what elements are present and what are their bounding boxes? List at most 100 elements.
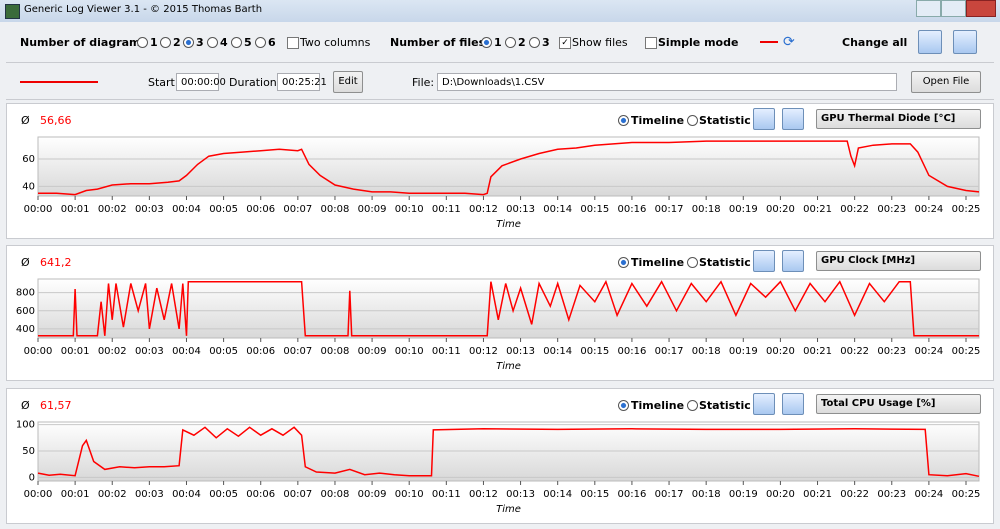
timeline-radio[interactable] bbox=[618, 257, 629, 268]
sensor-dropdown[interactable]: GPU Thermal Diode [°C] bbox=[816, 109, 981, 129]
start-input[interactable]: 00:00:00 bbox=[176, 73, 226, 91]
radio-label: 2 bbox=[173, 36, 181, 49]
radio-button[interactable] bbox=[255, 37, 266, 48]
y-tick-label: 40 bbox=[22, 181, 35, 192]
radio-button[interactable] bbox=[529, 37, 540, 48]
x-tick-label: 00:12 bbox=[469, 346, 498, 357]
x-tick-label: 00:05 bbox=[209, 204, 238, 215]
move-up-all[interactable] bbox=[918, 30, 942, 54]
show-files-label: Show files bbox=[572, 36, 628, 49]
statistic-label: Statistic bbox=[699, 399, 751, 412]
two-columns-label: Two columns bbox=[300, 36, 371, 49]
x-tick-label: 00:04 bbox=[172, 204, 201, 215]
file-input[interactable]: D:\Downloads\1.CSV bbox=[437, 73, 897, 91]
move-down[interactable] bbox=[782, 108, 804, 130]
timeline-label: Timeline bbox=[631, 256, 685, 269]
x-tick-label: 00:19 bbox=[729, 204, 758, 215]
x-tick-label: 00:21 bbox=[803, 346, 832, 357]
x-tick-label: 00:25 bbox=[952, 346, 981, 357]
statistic-radio[interactable] bbox=[687, 257, 698, 268]
sensor-dropdown[interactable]: GPU Clock [MHz] bbox=[816, 251, 981, 271]
move-up[interactable] bbox=[753, 108, 775, 130]
data-line bbox=[38, 279, 979, 337]
x-tick-label: 00:23 bbox=[877, 204, 906, 215]
statistic-radio[interactable] bbox=[687, 115, 698, 126]
radio-label: 4 bbox=[220, 36, 228, 49]
line-style[interactable] bbox=[760, 41, 778, 43]
separator bbox=[6, 62, 994, 63]
two-columns-box[interactable] bbox=[287, 37, 299, 49]
y-tick-label: 800 bbox=[16, 288, 35, 299]
x-tick-label: 00:00 bbox=[24, 346, 53, 357]
radio-button[interactable] bbox=[231, 37, 242, 48]
radio-label: 6 bbox=[268, 36, 276, 49]
move-down[interactable] bbox=[782, 393, 804, 415]
radio-button[interactable] bbox=[481, 37, 492, 48]
x-tick-label: 00:10 bbox=[395, 346, 424, 357]
x-tick-label: 00:15 bbox=[580, 346, 609, 357]
x-tick-label: 00:08 bbox=[321, 346, 350, 357]
x-axis-label: Time bbox=[496, 219, 521, 230]
chart: 400 600 800 00:00 00:01 00:02 00:03 00:04 00:05 0… bbox=[16, 278, 981, 372]
radio-label: 1 bbox=[494, 36, 502, 49]
x-tick-label: 00:06 bbox=[246, 346, 275, 357]
radio-button[interactable] bbox=[505, 37, 516, 48]
sensor-dropdown[interactable]: Total CPU Usage [%] bbox=[816, 394, 981, 414]
diagrams-label: Number of diagrams bbox=[20, 36, 148, 49]
x-tick-label: 00:20 bbox=[766, 204, 795, 215]
x-tick-label: 00:06 bbox=[246, 204, 275, 215]
duration-label: Duration: bbox=[229, 76, 281, 89]
x-tick-label: 00:05 bbox=[209, 346, 238, 357]
edit-button[interactable]: Edit bbox=[333, 71, 363, 93]
radio-button[interactable] bbox=[137, 37, 148, 48]
simple-mode-box[interactable] bbox=[645, 37, 657, 49]
radio-label: 2 bbox=[518, 36, 526, 49]
timeline-radio[interactable] bbox=[618, 400, 629, 411]
simple-mode-label: Simple mode bbox=[658, 36, 739, 49]
x-tick-label: 00:09 bbox=[358, 346, 387, 357]
x-tick-label: 00:18 bbox=[692, 204, 721, 215]
duration-input[interactable]: 00:25:21 bbox=[277, 73, 327, 91]
move-down[interactable] bbox=[782, 250, 804, 272]
y-tick-label: 50 bbox=[22, 446, 35, 457]
open-file-button[interactable]: Open File bbox=[911, 71, 981, 93]
radio-button[interactable] bbox=[207, 37, 218, 48]
y-tick-label: 100 bbox=[16, 420, 35, 431]
x-tick-label: 00:10 bbox=[395, 489, 424, 500]
timeline-radio[interactable] bbox=[618, 115, 629, 126]
x-axis-label: Time bbox=[496, 504, 521, 515]
plot-area bbox=[37, 278, 980, 339]
x-tick-label: 00:03 bbox=[135, 489, 164, 500]
x-tick-label: 00:11 bbox=[432, 346, 461, 357]
x-tick-label: 00:20 bbox=[766, 346, 795, 357]
y-tick-label: 0 bbox=[29, 472, 35, 483]
move-up[interactable] bbox=[753, 250, 775, 272]
minimize-button[interactable] bbox=[916, 0, 941, 17]
x-tick-label: 00:06 bbox=[246, 489, 275, 500]
x-tick-label: 00:08 bbox=[321, 489, 350, 500]
move-down-all[interactable] bbox=[953, 30, 977, 54]
x-tick-label: 00:25 bbox=[952, 204, 981, 215]
refresh-icon[interactable]: ⟳ bbox=[783, 34, 795, 50]
x-tick-label: 00:03 bbox=[135, 204, 164, 215]
avg-symbol: Ø bbox=[21, 256, 30, 269]
chart-panel: Ø 61,57 Timeline Statistic Total CPU Usage [… bbox=[6, 388, 994, 524]
plot-area bbox=[37, 421, 980, 482]
change-all-label: Change all bbox=[842, 36, 908, 49]
x-tick-label: 00:11 bbox=[432, 489, 461, 500]
show-files-box[interactable]: ✓ bbox=[559, 37, 571, 49]
y-tick-label: 600 bbox=[16, 306, 35, 317]
x-tick-label: 00:23 bbox=[877, 489, 906, 500]
radio-button[interactable] bbox=[160, 37, 171, 48]
statistic-radio[interactable] bbox=[687, 400, 698, 411]
radio-button[interactable] bbox=[183, 37, 194, 48]
timeline-label: Timeline bbox=[631, 399, 685, 412]
x-tick-label: 00:07 bbox=[283, 346, 312, 357]
close-button[interactable] bbox=[966, 0, 996, 17]
x-tick-label: 00:25 bbox=[952, 489, 981, 500]
x-tick-label: 00:13 bbox=[506, 489, 535, 500]
move-up[interactable] bbox=[753, 393, 775, 415]
maximize-button[interactable] bbox=[941, 0, 966, 17]
x-tick-label: 00:14 bbox=[543, 204, 572, 215]
